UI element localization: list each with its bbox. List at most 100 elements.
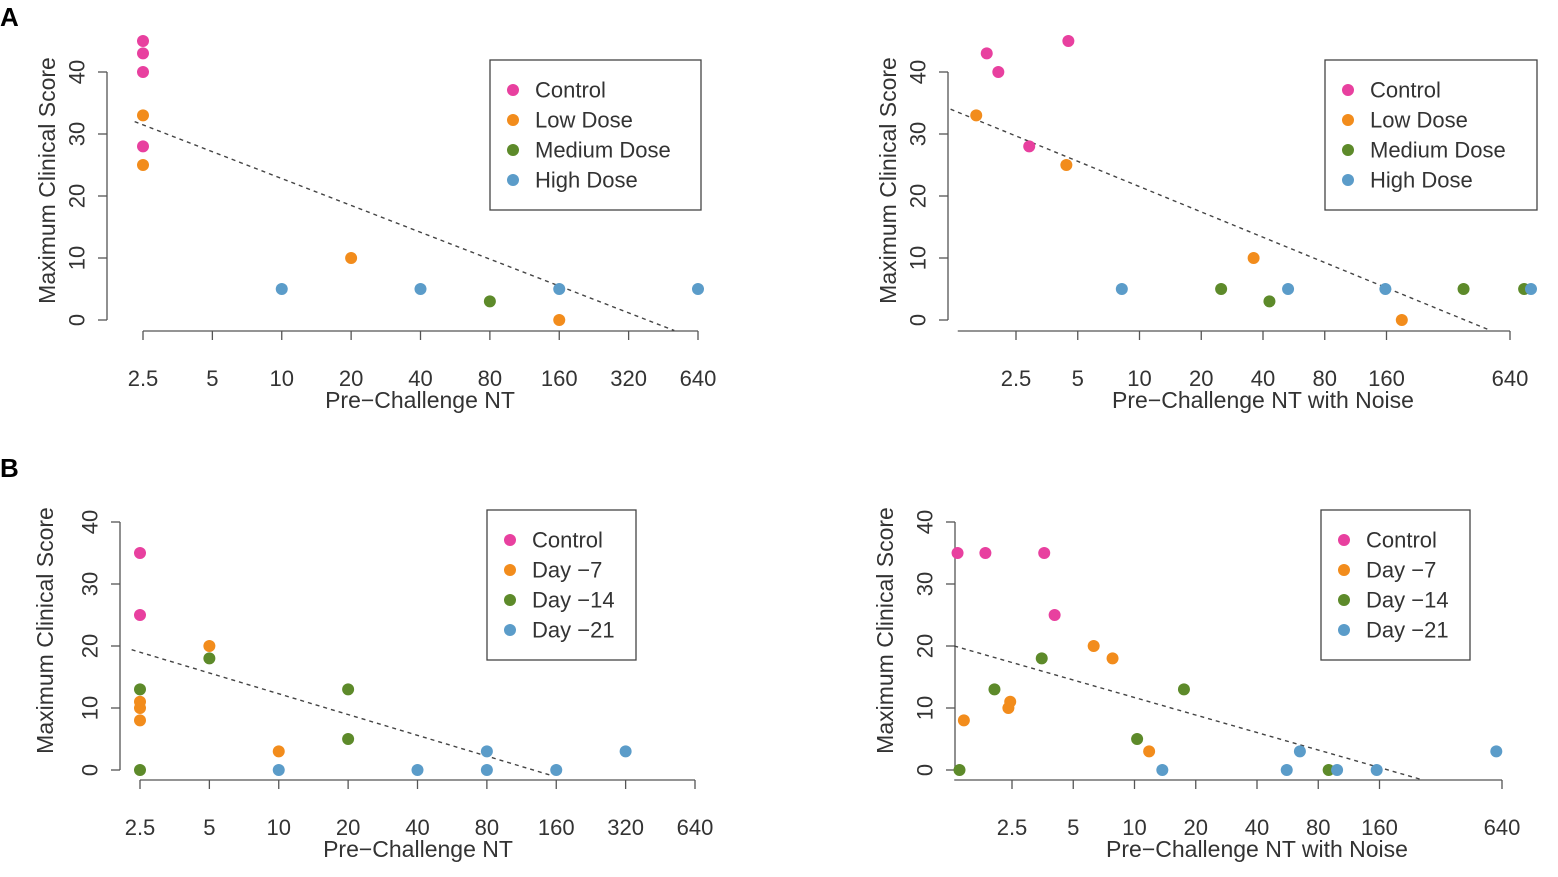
data-point [619, 745, 632, 758]
x-tick-label: 320 [607, 815, 644, 840]
legend-label: Low Dose [1370, 108, 1468, 133]
y-tick-label: 0 [913, 764, 938, 776]
legend-label: Day −14 [1366, 588, 1449, 613]
y-tick-label: 0 [65, 314, 90, 326]
x-tick-label: 5 [1072, 366, 1084, 391]
data-point [134, 547, 146, 559]
data-point [411, 764, 424, 776]
data-point [134, 764, 146, 776]
x-axis-title: Pre−Challenge NT [323, 836, 513, 862]
x-tick-label: 640 [1484, 815, 1521, 840]
data-point [483, 295, 496, 308]
data-point [1048, 609, 1061, 621]
data-point [970, 109, 983, 122]
x-tick-label: 160 [1368, 366, 1405, 391]
data-point [1457, 283, 1470, 295]
legend-marker [507, 84, 519, 96]
legend-marker [504, 534, 516, 546]
data-point [550, 764, 563, 776]
data-point [342, 683, 355, 696]
trend-line [131, 649, 550, 776]
legend-marker [507, 144, 519, 156]
y-axis: 0 10 20 30 40 [906, 60, 931, 326]
plot-a-left: 0 10 20 30 40 2.5 5 10 20 40 80 160 320 … [34, 35, 716, 413]
data-point [951, 547, 964, 559]
legend: Control Day −7 Day −14 Day −21 [1320, 509, 1471, 661]
legend-marker [1342, 114, 1354, 126]
legend-marker [1342, 174, 1354, 186]
data-point [1215, 283, 1228, 295]
data-point [979, 547, 992, 559]
x-tick-label: 20 [336, 815, 360, 840]
data-point [988, 683, 1001, 696]
data-point [553, 283, 566, 295]
data-point [1023, 140, 1036, 153]
data-point [1106, 652, 1119, 665]
y-axis-title: Maximum Clinical Score [872, 507, 898, 754]
y-tick-label: 40 [65, 60, 90, 84]
y-axis: 0 10 20 30 40 [78, 510, 103, 776]
x-tick-label: 5 [203, 815, 215, 840]
x-tick-label: 40 [405, 815, 429, 840]
data-point [1060, 159, 1073, 171]
trend-line [950, 108, 1491, 332]
x-tick-label: 20 [339, 366, 363, 391]
data-point [1115, 283, 1128, 295]
x-tick-label: 10 [267, 815, 291, 840]
data-points [951, 547, 1503, 776]
legend-marker [1338, 624, 1350, 636]
x-tick-label: 80 [475, 815, 499, 840]
x-tick-label: 40 [408, 366, 432, 391]
legend-label: Medium Dose [535, 138, 671, 163]
legend-label: Medium Dose [1370, 138, 1506, 163]
y-tick-label: 0 [906, 314, 931, 326]
y-tick-label: 10 [906, 246, 931, 270]
data-point [1062, 35, 1075, 47]
data-point [1035, 652, 1048, 665]
data-point [953, 764, 966, 776]
data-point [1156, 764, 1169, 776]
legend-marker [1338, 564, 1350, 576]
legend-marker [1338, 534, 1350, 546]
x-tick-label: 10 [1127, 366, 1151, 391]
data-point [957, 714, 970, 727]
data-point [203, 640, 216, 652]
x-tick-label: 80 [1306, 815, 1330, 840]
data-point [992, 66, 1005, 78]
data-point [1143, 745, 1156, 758]
x-tick-label: 10 [270, 366, 294, 391]
data-point [272, 764, 285, 776]
data-point [134, 702, 146, 714]
y-tick-label: 30 [913, 572, 938, 596]
y-tick-label: 40 [906, 60, 931, 84]
legend-label: High Dose [1370, 168, 1473, 193]
data-point [137, 66, 149, 78]
x-tick-label: 640 [680, 366, 717, 391]
x-tick-label: 10 [1122, 815, 1146, 840]
plot-a-right: 0 10 20 30 40 2.5 5 10 20 40 80 160 640 … [875, 35, 1538, 413]
x-tick-label: 40 [1251, 366, 1275, 391]
legend-marker [1342, 84, 1354, 96]
x-tick-label: 640 [1492, 366, 1529, 391]
data-point [980, 47, 993, 60]
data-points [970, 35, 1537, 326]
plot-b-right: 0 10 20 30 40 2.5 5 10 20 40 80 160 640 … [872, 507, 1520, 862]
y-tick-label: 10 [65, 246, 90, 270]
x-tick-label: 640 [677, 815, 714, 840]
y-tick-label: 30 [906, 122, 931, 146]
x-tick-label: 5 [1067, 815, 1079, 840]
data-point [1177, 683, 1190, 696]
x-tick-label: 320 [610, 366, 647, 391]
y-axis-title: Maximum Clinical Score [875, 57, 901, 304]
y-tick-label: 10 [78, 696, 103, 720]
data-point [1280, 764, 1293, 776]
data-point [1379, 283, 1392, 295]
legend: Control Low Dose Medium Dose High Dose [1324, 59, 1538, 211]
data-point [137, 159, 149, 171]
x-tick-label: 20 [1184, 815, 1208, 840]
y-axis-title: Maximum Clinical Score [32, 507, 58, 754]
x-tick-label: 2.5 [125, 815, 156, 840]
x-axis: 2.5 5 10 20 40 80 160 640 [1001, 366, 1529, 391]
legend-marker [507, 114, 519, 126]
